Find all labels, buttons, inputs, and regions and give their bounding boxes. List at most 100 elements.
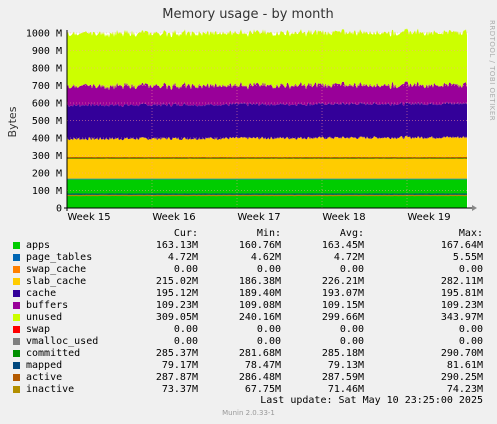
legend-value-min: 0.00 [256,336,281,347]
y-tick-label: 800 M [32,64,62,75]
y-tick-labels: 0 100 M 200 M 300 M 400 M 500 M 600 M 700 M 800 … [26,29,62,215]
y-tick-label: 600 M [32,99,62,110]
y-tick-label: 100 M [32,186,62,197]
legend-value-max: 167.64M [440,240,483,251]
legend-value-cur: 195.12M [155,288,198,299]
legend-row-vmalloc_used: vmalloc_used 0.00 0.00 0.00 0.00 [0,336,497,348]
legend-value-min: 78.47M [244,360,281,371]
legend-value-cur: 0.00 [173,264,198,275]
legend-value-avg: 109.15M [321,300,364,311]
legend-series-name: inactive [26,384,75,395]
legend-value-max: 290.70M [440,348,483,359]
legend-header: Cur: Min: Avg: Max: [0,228,497,240]
legend-value-min: 240.16M [238,312,281,323]
legend-series-name: mapped [26,360,63,371]
legend-series-name: page_tables [26,252,93,263]
legend-value-cur: 73.37M [161,384,198,395]
legend-value-max: 195.81M [440,288,483,299]
legend-series-name: apps [26,240,51,251]
legend-value-min: 160.76M [238,240,281,251]
legend-value-min: 4.62M [250,252,281,263]
legend-value-cur: 0.00 [173,324,198,335]
legend-value-min: 67.75M [244,384,281,395]
legend-series-name: buffers [26,300,69,311]
legend-value-avg: 0.00 [339,336,364,347]
legend-swatch [13,266,20,273]
legend-swatch [13,326,20,333]
legend-swatch [13,254,20,261]
legend-value-max: 81.61M [446,360,483,371]
legend-value-cur: 163.13M [155,240,198,251]
version-label: Munin 2.0.33-1 [222,409,275,417]
legend-value-max: 343.97M [440,312,483,323]
legend-value-avg: 79.13M [327,360,364,371]
x-tick-label: Week 17 [237,212,280,223]
legend-value-max: 0.00 [458,324,483,335]
legend-swatch [13,374,20,381]
legend-series-name: committed [26,348,81,359]
legend-series-name: unused [26,312,63,323]
legend-swatch [13,362,20,369]
x-axis-arrow [472,205,477,211]
header-avg: Avg: [339,228,364,239]
legend-value-min: 0.00 [256,324,281,335]
legend-value-avg: 299.66M [321,312,364,323]
chart-title: Memory usage - by month [162,7,333,22]
legend-swatch [13,302,20,309]
legend-swatch [13,350,20,357]
legend-series-name: active [26,372,63,383]
legend-value-avg: 71.46M [327,384,364,395]
x-tick-label: Week 16 [152,212,195,223]
legend-value-max: 0.00 [458,336,483,347]
legend-swatch [13,338,20,345]
y-tick-label: 1000 M [26,29,62,40]
legend-value-avg: 285.18M [321,348,364,359]
legend-value-avg: 287.59M [321,372,364,383]
legend-value-cur: 79.17M [161,360,198,371]
legend-swatch [13,278,20,285]
legend-swatch [13,314,20,321]
legend-row-slab_cache: slab_cache 215.02M 186.38M 226.21M 282.11M [0,276,497,288]
area-page_tables [67,178,467,180]
legend-row-unused: unused 309.05M 240.16M 299.66M 343.97M [0,312,497,324]
legend-value-max: 0.00 [458,264,483,275]
legend-value-max: 74.23M [446,384,483,395]
legend-value-max: 282.11M [440,276,483,287]
legend-series-name: swap_cache [26,264,87,275]
stacked-areas [67,28,467,208]
legend-value-max: 5.55M [452,252,483,263]
y-tick-label: 300 M [32,151,62,162]
legend-value-cur: 309.05M [155,312,198,323]
legend-swatch [13,386,20,393]
legend-value-min: 189.40M [238,288,281,299]
y-tick-label: 200 M [32,169,62,180]
legend-series-name: slab_cache [26,276,87,287]
legend-swatch [13,242,20,249]
y-tick-label: 900 M [32,46,62,57]
y-tick-label: 500 M [32,116,62,127]
legend-value-cur: 287.87M [155,372,198,383]
legend-row-mapped: mapped 79.17M 78.47M 79.13M 81.61M [0,360,497,372]
legend-value-max: 109.23M [440,300,483,311]
legend-value-max: 290.25M [440,372,483,383]
rrdtool-credit: RRDTOOL / TOBI OETIKER [488,20,496,122]
legend-series-name: swap [26,324,51,335]
legend-value-min: 281.68M [238,348,281,359]
legend-value-min: 186.38M [238,276,281,287]
area-cache [67,101,467,141]
y-tick-label: 0 [56,204,62,215]
x-tick-labels: Week 15 Week 16 Week 17 Week 18 Week 19 [67,212,450,223]
header-min: Min: [256,228,281,239]
header-max: Max: [458,228,483,239]
legend-row-committed: committed 285.37M 281.68M 285.18M 290.70M [0,348,497,360]
legend-row-active: active 287.87M 286.48M 287.59M 290.25M [0,372,497,384]
legend-value-avg: 0.00 [339,264,364,275]
grid-lines [66,32,468,208]
legend-value-avg: 226.21M [321,276,364,287]
x-tick-label: Week 15 [67,212,110,223]
legend-value-avg: 0.00 [339,324,364,335]
y-axis-label: Bytes [6,106,19,137]
legend-row-swap: swap 0.00 0.00 0.00 0.00 [0,324,497,336]
header-cur: Cur: [173,228,198,239]
x-tick-label: Week 19 [407,212,450,223]
